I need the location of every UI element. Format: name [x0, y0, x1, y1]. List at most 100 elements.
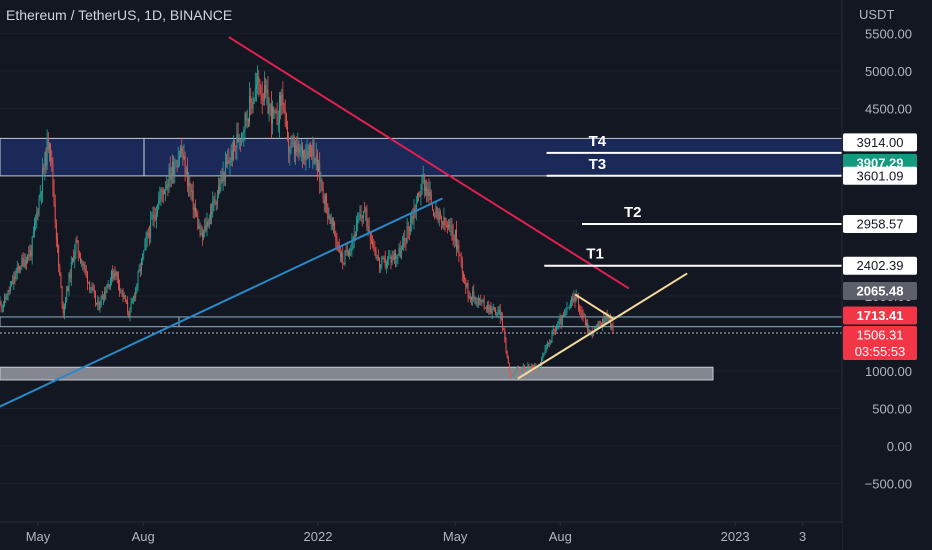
candle-body: [181, 148, 183, 154]
candle-body: [311, 147, 313, 157]
candle-body: [427, 188, 429, 196]
candle-body: [106, 288, 108, 294]
candle-body: [77, 240, 79, 254]
candle-body: [161, 189, 163, 192]
candle-body: [351, 241, 353, 249]
candle-body: [113, 272, 115, 279]
candle-body: [239, 139, 241, 141]
candle-body: [450, 226, 452, 227]
candle-body: [343, 263, 345, 265]
candle-body: [293, 142, 295, 154]
candle-body: [387, 258, 388, 264]
candle-body: [91, 286, 93, 290]
candle-body: [207, 221, 209, 226]
candle-body: [226, 161, 227, 165]
candle-body: [587, 322, 589, 331]
candle-body: [119, 284, 121, 291]
candle-body: [0, 301, 2, 308]
candle-body: [169, 168, 171, 180]
chart-title: Ethereum / TetherUS, 1D, BINANCE: [6, 7, 233, 23]
candle-body: [399, 247, 401, 258]
candle-body: [258, 77, 260, 83]
candle-body: [438, 212, 440, 220]
candle-body: [30, 250, 32, 257]
candle-body: [103, 299, 104, 301]
candle-body: [420, 193, 422, 197]
candle-body: [5, 296, 7, 300]
candle-body: [321, 180, 323, 189]
candle-body: [123, 295, 125, 298]
candle-body: [367, 226, 369, 228]
candle-body: [556, 327, 558, 331]
candle-body: [26, 260, 27, 263]
candle-body: [192, 190, 194, 210]
candle-body: [574, 296, 576, 302]
candle-body: [601, 322, 602, 326]
candle-body: [270, 104, 272, 125]
candle-body: [394, 253, 395, 260]
support-box: [0, 316, 843, 328]
candle-body: [259, 82, 261, 94]
candle-body: [85, 269, 87, 273]
candle-body: [151, 218, 153, 220]
candle-body: [89, 282, 91, 290]
candle-body: [199, 226, 201, 236]
candle-body: [45, 152, 47, 166]
candle-body: [573, 296, 575, 301]
candle-body: [39, 193, 41, 198]
candle-body: [522, 365, 524, 371]
candle-body: [526, 367, 528, 370]
candle-body: [598, 321, 600, 327]
candle-body: [63, 305, 65, 314]
candle-body: [457, 244, 459, 250]
candle-body: [519, 369, 521, 371]
candle-body: [154, 217, 156, 220]
time-axis[interactable]: May Aug 2022 May Aug 2023 3: [26, 522, 806, 544]
candle-body: [16, 266, 18, 274]
candle-body: [329, 216, 331, 224]
candle-body: [550, 340, 552, 343]
candle-body: [327, 203, 329, 219]
candle-body: [359, 214, 361, 219]
candle-body: [75, 240, 77, 253]
candle-body: [107, 284, 109, 289]
candle-body: [288, 137, 290, 153]
candle-body: [568, 307, 570, 309]
candle-body: [422, 176, 424, 177]
candle-body: [155, 213, 157, 220]
candle-body: [546, 342, 548, 347]
candle-body: [443, 217, 445, 225]
candle-body: [605, 314, 607, 322]
candle-body: [222, 171, 224, 181]
candle-body: [496, 313, 498, 316]
candle-body: [168, 168, 170, 187]
candle-body: [559, 318, 561, 321]
candle-body: [607, 316, 609, 319]
candle-body: [479, 298, 480, 301]
candle-body: [9, 286, 11, 292]
candle-body: [521, 367, 523, 371]
candle-body: [569, 301, 571, 308]
candle-body: [150, 218, 152, 238]
candle-body: [235, 145, 237, 147]
candle-body: [180, 148, 181, 157]
candle-body: [451, 226, 453, 233]
candle-body: [74, 252, 76, 261]
candle-body: [20, 268, 22, 270]
candle-body: [445, 225, 447, 227]
candle-body: [55, 222, 57, 239]
candle-body: [172, 161, 173, 174]
candle-body: [586, 322, 587, 326]
candle-body: [395, 253, 397, 259]
candle-body: [99, 304, 101, 309]
candle-body: [595, 326, 597, 328]
candle-body: [495, 308, 497, 316]
candle-body: [320, 180, 322, 182]
candle-body: [32, 232, 34, 237]
candle-body: [195, 207, 196, 213]
candle-body: [144, 242, 146, 251]
candle-body: [230, 150, 232, 163]
price-tick-label: 1000.00: [865, 364, 912, 379]
candle-body: [396, 256, 398, 259]
